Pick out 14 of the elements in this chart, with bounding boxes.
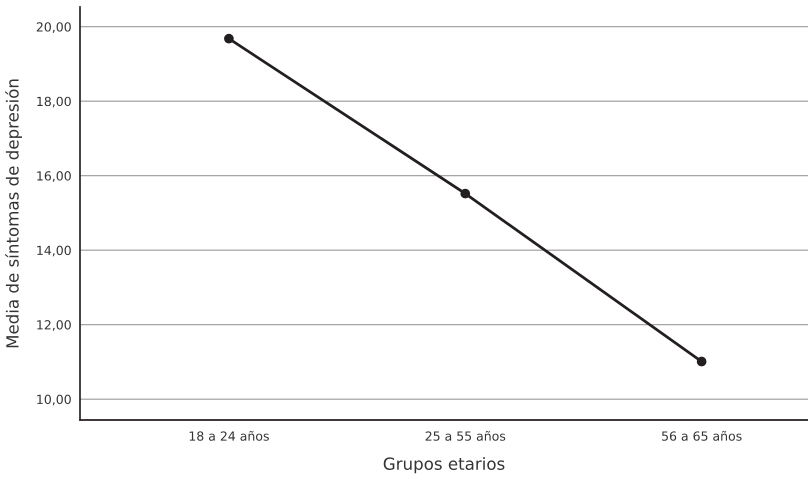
y-tick-label: 14,00	[37, 246, 71, 256]
y-axis-title: Media de síntomas de depresión	[5, 79, 22, 348]
point	[696, 356, 706, 366]
y-tick-label: 18,00	[37, 96, 71, 108]
y-tick-label: 20,00	[36, 22, 71, 33]
x-axis-title: Grupos etarios	[384, 457, 504, 474]
x-tick-label: 25 a 55 años	[426, 430, 506, 441]
point	[460, 188, 470, 198]
y-tick-label: 10,00	[37, 394, 71, 406]
x-tick-label: 18 a 24 años	[190, 430, 269, 441]
y-tick-label: 16,00	[37, 171, 71, 182]
point	[224, 34, 234, 44]
x-tick-label: 56 a 65 años	[662, 430, 742, 441]
y-tick-label: 12,00	[37, 320, 71, 331]
